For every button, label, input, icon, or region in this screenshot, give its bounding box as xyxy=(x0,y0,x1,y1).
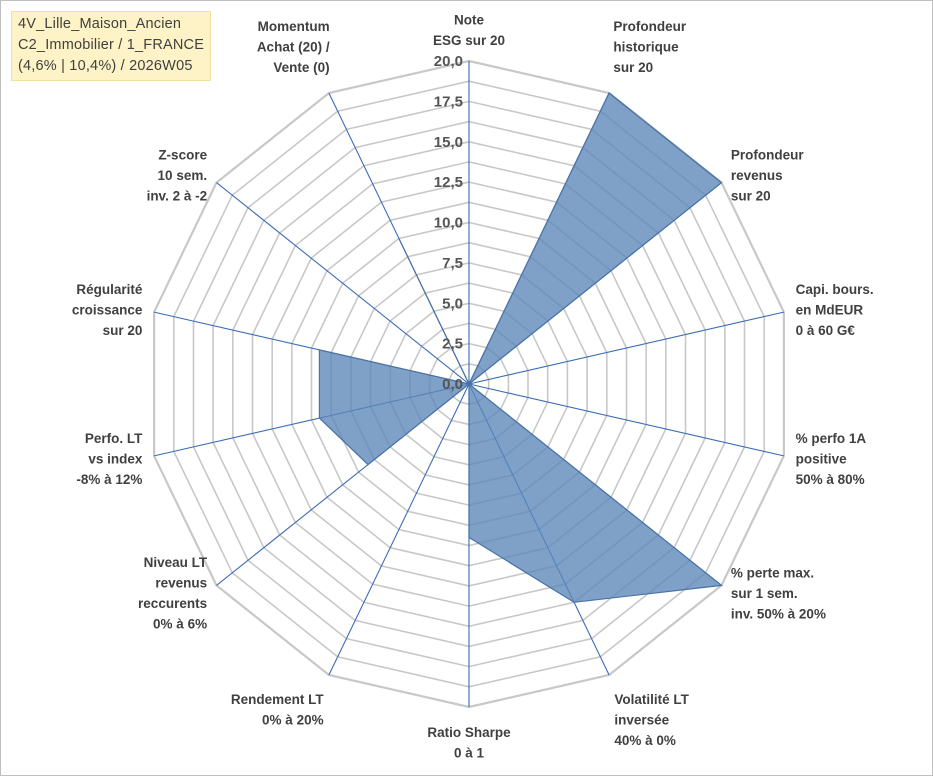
title-line-3: (4,6% | 10,4%) / 2026W05 xyxy=(18,58,193,74)
axis-label-line: Profondeur xyxy=(731,148,804,163)
axis-label-line: positive xyxy=(796,452,848,467)
axis-label-line: inv. 2 à -2 xyxy=(147,189,208,204)
chart-title-box: 4V_Lille_Maison_Ancien C2_Immobilier / 1… xyxy=(11,11,212,81)
axis-label-line: -8% à 12% xyxy=(76,472,142,487)
tick-label: 17,5 xyxy=(434,93,463,110)
axis-label-line: 0 à 1 xyxy=(454,746,485,761)
axis-label-line: vs index xyxy=(88,452,143,467)
axis-label-line: Capi. bours. xyxy=(796,282,874,297)
series-area xyxy=(318,92,724,603)
tick-label: 5,0 xyxy=(442,295,463,312)
axis-label-line: inv. 50% à 20% xyxy=(731,606,826,621)
axis-label-line: revenus xyxy=(155,576,207,591)
axis-spoke xyxy=(328,383,470,676)
tick-labels: 0,0 2,5 5,0 7,5 10,0 12,5 15,0 17,5 20,0 xyxy=(434,53,463,393)
tick-label: 20,0 xyxy=(434,53,463,70)
axis-label-line: Niveau LT xyxy=(144,555,208,570)
axis-label-line: sur 20 xyxy=(103,323,143,338)
title-line-2: C2_Immobilier / 1_FRANCE xyxy=(18,37,205,53)
axis-label-line: croissance xyxy=(72,303,143,318)
axis-label-line: en MdEUR xyxy=(796,303,864,318)
axis-label-line: 0 à 60 G€ xyxy=(796,323,856,338)
axis-label-line: 10 sem. xyxy=(158,168,208,183)
axis-label-line: revenus xyxy=(731,168,783,183)
axis-label-line: 40% à 0% xyxy=(614,733,676,748)
title-line-1: 4V_Lille_Maison_Ancien xyxy=(18,16,182,32)
axis-label-line: sur 1 sem. xyxy=(731,586,798,601)
axis-label-line: Z-score xyxy=(158,148,207,163)
axis-label-line: % perte max. xyxy=(731,565,814,580)
axis-label-line: reccurents xyxy=(138,596,207,611)
axis-label-line: Régularité xyxy=(76,282,143,297)
axis-label-line: Rendement LT xyxy=(231,692,325,707)
axis-label-line: Momentum xyxy=(258,19,330,34)
axis-label-line: Profondeur xyxy=(613,19,686,34)
tick-label: 10,0 xyxy=(434,215,463,232)
data-series xyxy=(318,92,724,603)
tick-label: 15,0 xyxy=(434,134,463,151)
axis-label-line: Note xyxy=(454,13,484,28)
axis-label-line: 50% à 80% xyxy=(796,472,865,487)
axis-label-line: 0% à 20% xyxy=(262,712,324,727)
tick-label: 7,5 xyxy=(442,255,463,272)
axis-label-line: Perfo. LT xyxy=(85,431,143,446)
axis-label-line: Vente (0) xyxy=(273,60,329,75)
tick-label: 2,5 xyxy=(442,336,463,353)
axis-label-line: % perfo 1A xyxy=(796,431,867,446)
axis-label-line: historique xyxy=(613,40,679,55)
axis-label-line: inversée xyxy=(614,712,669,727)
axis-label-line: sur 20 xyxy=(731,189,771,204)
tick-label: 0,0 xyxy=(442,376,463,393)
axis-label-line: ESG sur 20 xyxy=(433,33,505,48)
axis-spoke xyxy=(216,182,470,385)
axis-spoke xyxy=(468,383,785,457)
axis-label-line: Achat (20) / xyxy=(257,40,330,55)
axis-label-line: Volatilité LT xyxy=(614,692,689,707)
axis-label-line: 0% à 6% xyxy=(153,617,207,632)
axis-label-line: Ratio Sharpe xyxy=(427,725,511,740)
axis-labels: Note ESG sur 20 Profondeur historique sur 20… xyxy=(72,13,874,761)
axis-label-line: sur 20 xyxy=(613,60,653,75)
tick-label: 12,5 xyxy=(434,174,463,191)
axis-spoke xyxy=(468,311,785,385)
